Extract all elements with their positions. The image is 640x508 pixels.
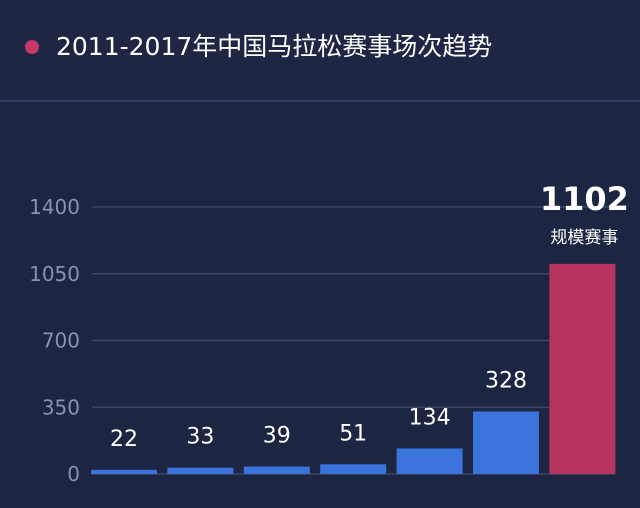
chart-title: 2011-2017年中国马拉松赛事场次趋势	[56, 32, 493, 61]
bar	[396, 448, 463, 474]
bar-note-label: 规模赛事	[550, 227, 618, 248]
y-tick-label: 1050	[29, 262, 80, 286]
bar	[473, 411, 539, 474]
bar-value-label: 134	[409, 405, 451, 430]
y-tick-label: 350	[42, 395, 80, 419]
title-bullet-icon	[25, 40, 39, 54]
bar	[320, 464, 387, 474]
bar	[167, 467, 234, 474]
header-divider	[0, 100, 640, 102]
bar-value-label: 22	[110, 427, 138, 452]
y-tick-label: 700	[42, 329, 80, 353]
bar-value-label: 39	[263, 424, 291, 449]
chart-header: 2011-2017年中国马拉松赛事场次趋势	[0, 0, 640, 100]
bar-value-label: 328	[485, 368, 527, 393]
bar	[91, 469, 157, 474]
y-tick-label: 0	[67, 462, 80, 486]
bar-value-label: 51	[339, 421, 367, 446]
y-tick-label: 1400	[29, 195, 80, 219]
bar	[549, 263, 616, 474]
bar-value-label: 1102	[540, 180, 629, 218]
bar	[243, 466, 310, 474]
bar-value-label: 33	[186, 425, 214, 450]
